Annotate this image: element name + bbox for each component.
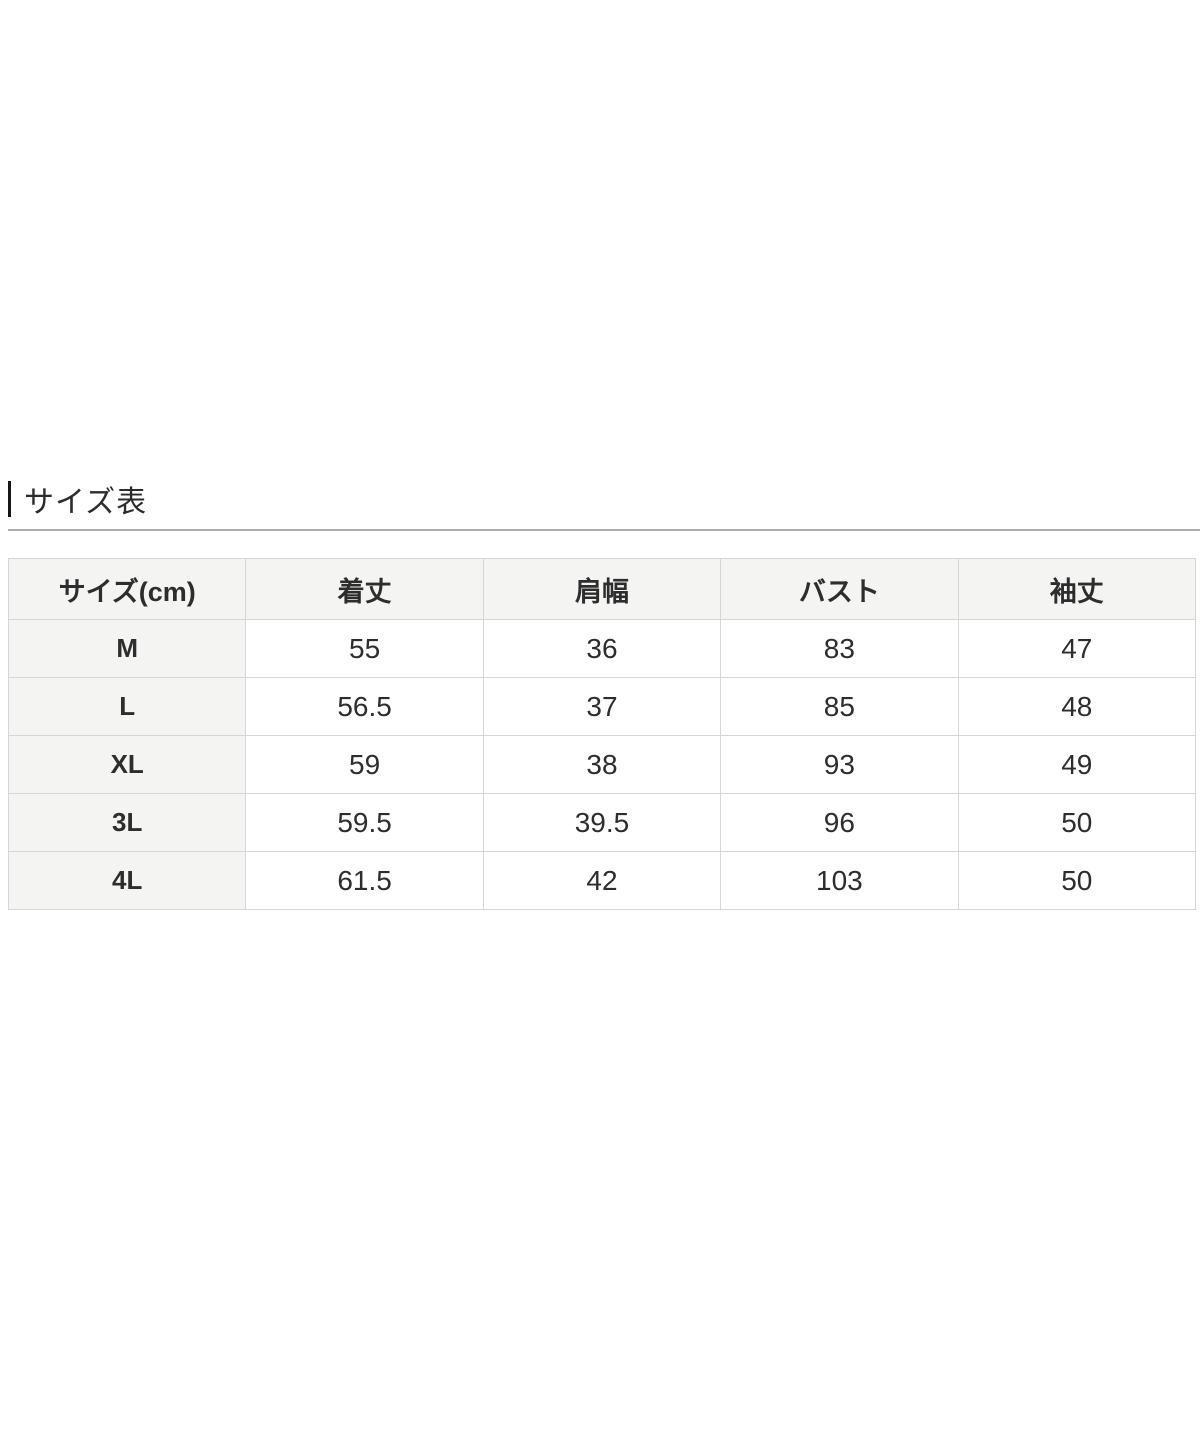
value-cell: 93 [720, 735, 959, 794]
section-title-text: サイズ表 [24, 486, 148, 519]
column-header-length: 着丈 [245, 558, 484, 620]
value-cell: 39.5 [482, 793, 722, 852]
value-cell: 56.5 [245, 677, 484, 736]
table-header: サイズ(cm) 着丈 肩幅 バスト 袖丈 [7, 558, 1197, 620]
value-cell: 55 [245, 619, 484, 678]
table-body: M 55 36 83 47 L 56.5 37 85 48 XL 59 38 9… [7, 619, 1197, 910]
table-row-l: L 56.5 37 85 48 [7, 677, 1197, 736]
size-table: サイズ(cm) 着丈 肩幅 バスト 袖丈 M 55 36 83 47 L 56.… [7, 558, 1197, 910]
value-cell: 36 [482, 619, 722, 678]
value-cell: 59 [245, 735, 484, 794]
table-row-m: M 55 36 83 47 [7, 619, 1197, 678]
value-cell: 50 [957, 793, 1197, 852]
value-cell: 48 [957, 677, 1197, 736]
value-cell: 50 [957, 851, 1197, 910]
table-header-row: サイズ(cm) 着丈 肩幅 バスト 袖丈 [7, 558, 1197, 620]
value-cell: 83 [720, 619, 959, 678]
value-cell: 103 [720, 851, 959, 910]
size-cell: M [7, 619, 247, 678]
value-cell: 47 [957, 619, 1197, 678]
section-title: サイズ表 [8, 477, 147, 521]
value-cell: 38 [482, 735, 722, 794]
size-cell: 3L [7, 793, 247, 852]
column-header-size: サイズ(cm) [7, 558, 247, 620]
column-header-shoulder: 肩幅 [482, 558, 722, 620]
value-cell: 49 [957, 735, 1197, 794]
size-cell: 4L [7, 851, 247, 910]
table-row-xl: XL 59 38 93 49 [7, 735, 1197, 794]
column-header-bust: バスト [720, 558, 959, 620]
value-cell: 85 [720, 677, 959, 736]
value-cell: 42 [482, 851, 722, 910]
value-cell: 96 [720, 793, 959, 852]
size-cell: XL [7, 735, 247, 794]
value-cell: 37 [482, 677, 722, 736]
table-row-4l: 4L 61.5 42 103 50 [7, 851, 1197, 910]
size-cell: L [7, 677, 247, 736]
column-header-sleeve: 袖丈 [957, 558, 1197, 620]
title-accent-bar [8, 481, 11, 517]
title-divider [8, 529, 1200, 531]
value-cell: 59.5 [245, 793, 484, 852]
table-row-3l: 3L 59.5 39.5 96 50 [7, 793, 1197, 852]
value-cell: 61.5 [245, 851, 484, 910]
